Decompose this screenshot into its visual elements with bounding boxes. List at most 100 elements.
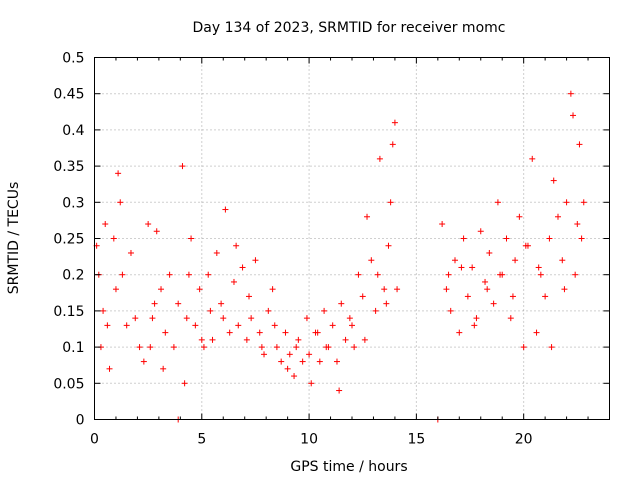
data-point [166, 271, 173, 278]
y-tick-label: 0.5 [62, 51, 84, 67]
data-point [147, 344, 154, 351]
data-point [286, 351, 293, 358]
data-point [473, 315, 480, 322]
data-point [136, 344, 143, 351]
data-point [222, 206, 229, 213]
data-point [160, 365, 167, 372]
data-point [106, 365, 113, 372]
chart-title: Day 134 of 2023, SRMTID for receiver mom… [193, 20, 506, 36]
data-point [494, 199, 501, 206]
y-tick-label: 0.1 [62, 340, 84, 356]
data-point [452, 257, 458, 264]
data-point [100, 307, 107, 314]
data-point [252, 257, 259, 264]
data-point [580, 199, 587, 206]
data-point [336, 387, 343, 394]
data-point [112, 286, 119, 293]
data-point [484, 286, 491, 293]
data-point [355, 271, 362, 278]
data-point [205, 271, 212, 278]
data-point [218, 300, 225, 307]
data-point [512, 257, 519, 264]
data-point [192, 322, 199, 329]
data-point [303, 315, 310, 322]
y-tick-labels: 0 0.05 0.1 0.15 0.2 0.25 0.3 0.35 0.4 0.45 0.5 [53, 51, 84, 429]
data-point [200, 344, 207, 351]
data-point [308, 380, 315, 387]
data-point [291, 373, 298, 380]
data-point [220, 315, 227, 322]
data-point [394, 286, 401, 293]
data-point [258, 344, 265, 351]
data-point [529, 155, 536, 162]
data-point [273, 344, 280, 351]
x-tick-label: 5 [197, 432, 206, 448]
data-point [570, 112, 577, 119]
data-point [576, 141, 583, 148]
data-point [477, 228, 484, 235]
data-point [243, 336, 250, 343]
data-point [561, 286, 568, 293]
data-point [209, 336, 216, 343]
y-tick-label: 0.3 [62, 195, 84, 211]
data-point [181, 380, 188, 387]
data-point [239, 264, 246, 271]
y-tick-label: 0.35 [53, 159, 84, 175]
y-tick-label: 0 [76, 413, 85, 429]
data-point [175, 300, 182, 307]
data-point [110, 235, 117, 242]
y-axis-label: SRMTID / TECUs [6, 182, 22, 295]
data-point [188, 235, 195, 242]
data-point [170, 344, 177, 351]
data-point [349, 322, 355, 329]
data-point [265, 307, 272, 314]
data-point [445, 271, 452, 278]
data-point [321, 307, 328, 314]
data-point [372, 307, 379, 314]
data-point [364, 213, 371, 220]
data-point [269, 286, 276, 293]
data-point [248, 315, 255, 322]
plot-frame [94, 57, 610, 420]
data-point [509, 293, 516, 300]
data-point [351, 344, 358, 351]
data-point [213, 249, 220, 256]
x-tick-label: 0 [90, 432, 99, 448]
data-point [271, 322, 278, 329]
data-point [158, 286, 165, 293]
data-point [447, 307, 454, 314]
data-point [439, 221, 446, 228]
data-point [284, 365, 291, 372]
data-point [338, 300, 345, 307]
data-point [299, 358, 306, 365]
data-point [102, 221, 109, 228]
data-point [520, 344, 527, 351]
tick-marks [94, 57, 610, 420]
x-tick-label: 15 [407, 432, 425, 448]
data-point [368, 257, 375, 264]
data-point [293, 344, 300, 351]
data-point [306, 351, 313, 358]
data-point [207, 307, 214, 314]
data-point [230, 278, 237, 285]
data-point [381, 286, 388, 293]
data-point [104, 322, 111, 329]
data-point [542, 293, 549, 300]
data-point [550, 177, 557, 184]
data-point [127, 249, 134, 256]
data-point [497, 271, 504, 278]
x-axis-label: GPS time / hours [290, 459, 407, 475]
data-point [563, 199, 570, 206]
data-point [574, 221, 581, 228]
x-tick-label: 10 [300, 432, 318, 448]
grid [94, 57, 610, 420]
data-point [383, 300, 390, 307]
data-point [282, 329, 289, 336]
data-point [314, 329, 321, 336]
data-point [246, 293, 252, 300]
data-point [261, 351, 268, 358]
x-tick-label: 20 [515, 432, 533, 448]
data-point [162, 329, 169, 336]
data-point [486, 249, 493, 256]
data-point [119, 271, 126, 278]
